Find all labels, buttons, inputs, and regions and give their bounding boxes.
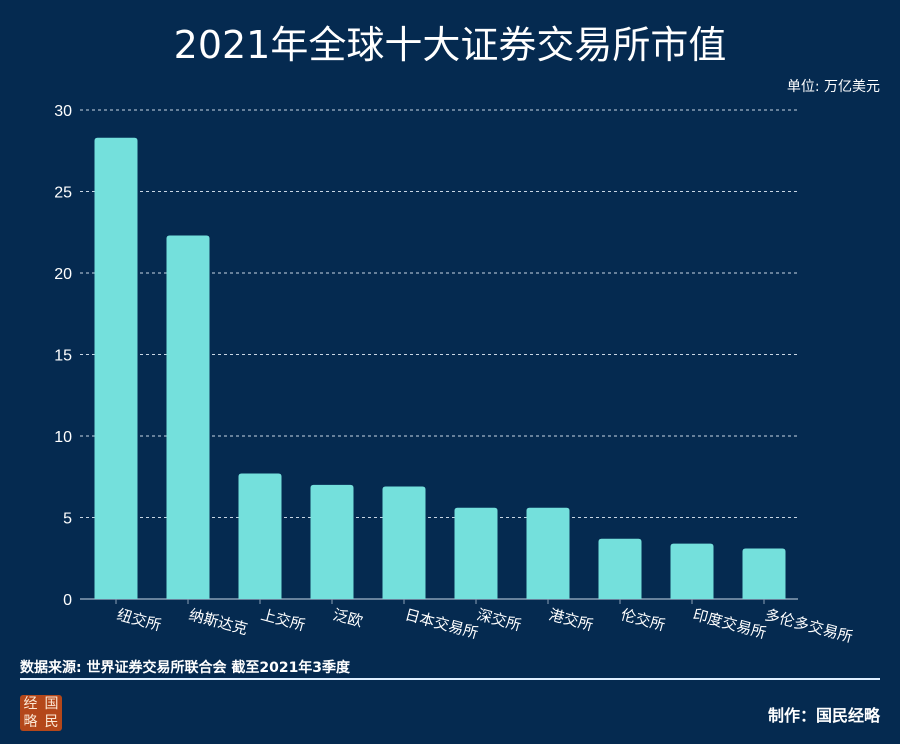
x-tick-label: 纳斯达克: [187, 605, 250, 638]
bar: [526, 507, 570, 599]
x-tick-label: 多伦多交易所: [763, 605, 855, 646]
logo: 经 国 略 民: [20, 695, 62, 731]
y-tick-label: 5: [63, 511, 72, 528]
y-tick-label: 15: [54, 348, 72, 365]
x-tick-label: 泛欧: [331, 605, 365, 630]
logo-char: 略: [23, 714, 38, 730]
bar: [454, 507, 498, 599]
bar: [310, 484, 354, 599]
y-tick-label: 10: [54, 429, 72, 446]
x-tick-label: 日本交易所: [403, 605, 480, 642]
bar: [670, 543, 714, 599]
bar: [94, 137, 138, 599]
bar: [382, 486, 426, 599]
y-tick-label: 20: [54, 266, 72, 283]
x-tick-label: 纽交所: [115, 605, 163, 634]
bar: [238, 473, 282, 599]
x-tick-label: 深交所: [475, 605, 523, 634]
x-tick-label: 伦交所: [619, 605, 667, 634]
y-tick-label: 30: [54, 103, 72, 120]
x-tick-label: 上交所: [259, 605, 307, 634]
bar: [598, 538, 642, 599]
divider: [20, 678, 880, 680]
logo-char: 国: [44, 696, 59, 712]
chart-title: 2021年全球十大证券交易所市值: [173, 23, 727, 67]
credit: 制作：国民经略: [767, 706, 880, 725]
y-tick-label: 0: [63, 592, 72, 609]
x-tick-label: 港交所: [547, 605, 595, 634]
logo-char: 经: [23, 696, 38, 712]
x-tick-label: 印度交易所: [691, 605, 768, 642]
y-tick-label: 25: [54, 185, 72, 202]
bar: [166, 235, 210, 599]
unit-label: 单位: 万亿美元: [786, 79, 880, 95]
logo-char: 民: [44, 714, 59, 730]
source-note: 数据来源: 世界证券交易所联合会 截至2021年3季度: [20, 660, 351, 676]
bar: [742, 548, 786, 599]
